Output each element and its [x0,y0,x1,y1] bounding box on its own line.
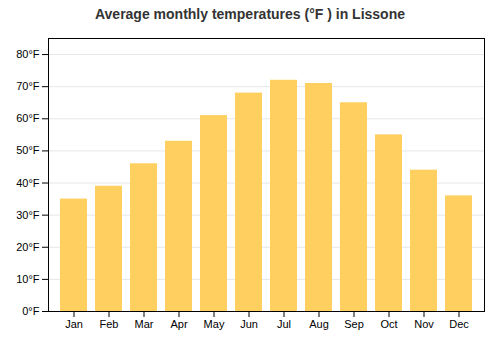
html-text:Average monthly temperatures (: Average monthly temperatures (°F ) in Li… [95,6,405,22]
svg-text:Jan: Jan [65,318,83,330]
svg-text:70°F: 70°F [16,80,40,92]
svg-text:Feb: Feb [100,318,119,330]
svg-text:Jun: Jun [240,318,258,330]
svg-text:40°F: 40°F [16,177,40,189]
svg-text:Apr: Apr [170,318,187,330]
svg-text:Dec: Dec [449,318,469,330]
svg-text:May: May [204,318,225,330]
svg-text:Jul: Jul [277,318,291,330]
svg-text:20°F: 20°F [16,241,40,253]
svg-text:50°F: 50°F [16,144,40,156]
svg-text:Oct: Oct [380,318,397,330]
svg-text:30°F: 30°F [16,209,40,221]
svg-text:80°F: 80°F [16,48,40,60]
svg-text:Nov: Nov [414,318,434,330]
svg-text:60°F: 60°F [16,112,40,124]
svg-text:Mar: Mar [135,318,154,330]
svg-text:Aug: Aug [309,318,329,330]
svg-text:0°F: 0°F [22,305,40,317]
svg-text:Sep: Sep [344,318,364,330]
svg-text:10°F: 10°F [16,273,40,285]
